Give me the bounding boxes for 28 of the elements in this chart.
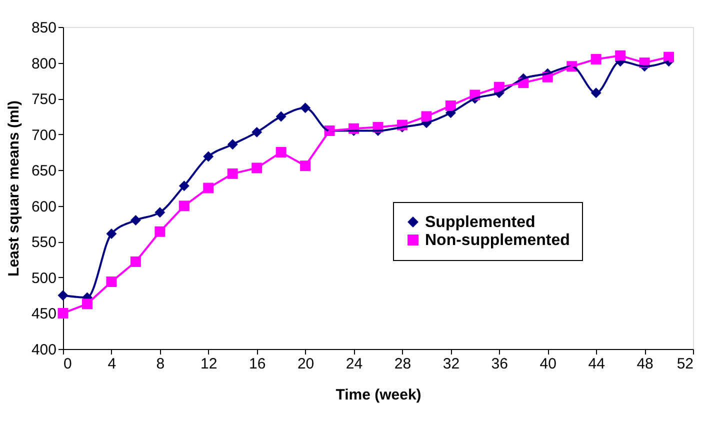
x-tick-label: 4: [108, 356, 116, 372]
y-tick-label: 550: [31, 234, 56, 252]
x-tick-label: 40: [540, 356, 556, 372]
y-tick-label: 400: [31, 342, 56, 358]
y-tick-label: 450: [31, 306, 56, 323]
x-tick-label: 32: [442, 356, 460, 372]
y-axis-title: Least square means (ml): [5, 100, 22, 276]
y-tick-label: 700: [31, 126, 56, 144]
x-tick-label: 36: [491, 356, 508, 372]
x-tick-label: 52: [676, 356, 694, 372]
legend-label: Supplemented: [425, 214, 536, 231]
x-tick-label: 16: [249, 356, 266, 372]
x-tick-label: 12: [200, 356, 218, 372]
y-tick-label: 600: [31, 198, 56, 216]
y-tick-label: 500: [31, 270, 56, 287]
y-tick-label: 650: [31, 162, 56, 180]
x-tick-label: 0: [64, 356, 72, 372]
y-tick-label: 850: [31, 20, 56, 36]
y-tick-label: 800: [31, 55, 56, 72]
legend-label: Non-supplemented: [425, 232, 570, 249]
x-tick-label: 44: [588, 356, 605, 372]
x-tick-label: 28: [394, 356, 412, 372]
x-tick-label: 20: [297, 356, 314, 372]
x-tick-label: 48: [636, 356, 654, 372]
x-tick-label: 24: [346, 356, 363, 372]
x-tick-label: 8: [156, 356, 165, 372]
x-axis-title: Time (week): [336, 386, 422, 404]
y-tick-label: 750: [31, 91, 56, 108]
